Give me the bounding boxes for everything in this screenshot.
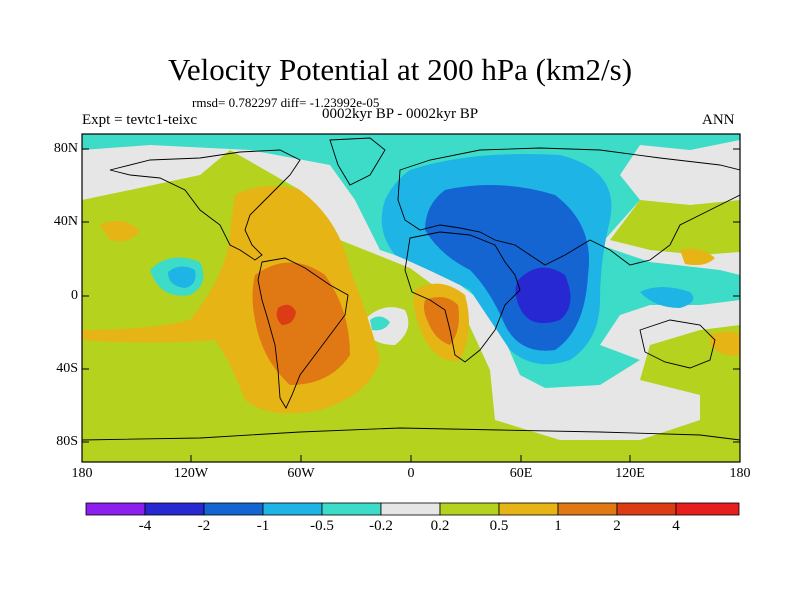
- lon-label-180w: 180: [71, 466, 93, 481]
- chart-title: Velocity Potential at 200 hPa (km2/s): [167, 52, 633, 87]
- colorbar-swatch-10: [616, 502, 677, 516]
- colorbar-swatch-2: [144, 502, 205, 516]
- colorbar-swatch-3: [203, 502, 264, 516]
- coast-africa: [404, 231, 521, 363]
- colorbar-label: -1: [256, 518, 270, 534]
- coast-eurasia: [397, 147, 740, 266]
- lat-label-0: 0: [71, 288, 78, 303]
- lon-label-0: 0: [407, 466, 415, 481]
- lon-label-60e: 60E: [509, 466, 533, 481]
- colorbar: [85, 502, 740, 516]
- contour-band-darkblue: [515, 267, 571, 324]
- colorbar-swatch-5: [321, 502, 382, 516]
- colorbar-label: 1: [554, 518, 562, 534]
- stats-text: rmsd= 0.782297 diff= -1.23992e-05: [192, 95, 380, 110]
- contour-band-yellow-5: [100, 221, 140, 242]
- colorbar-swatch-11: [675, 502, 740, 516]
- contour-field: [82, 134, 740, 462]
- contour-band-yellow-4: [710, 331, 740, 356]
- coast-north-america: [109, 149, 301, 261]
- colorbar-label: -2: [197, 518, 211, 534]
- contour-band-red-1: [276, 304, 296, 325]
- lon-label-180e: 180: [729, 466, 751, 481]
- colorbar-label: 0.5: [489, 518, 509, 534]
- coast-south-america: [257, 257, 349, 409]
- contour-band-lightblue-3: [640, 287, 694, 308]
- lat-label-80n: 80N: [53, 141, 78, 156]
- season-label: ANN: [702, 112, 735, 128]
- lon-label-120e: 120E: [615, 466, 645, 481]
- contour-band-yellow-3: [680, 248, 715, 266]
- lat-label-40n: 40N: [53, 214, 78, 229]
- coast-australia: [639, 319, 716, 369]
- colorbar-swatch-7: [439, 502, 500, 516]
- lon-label-120w: 120W: [173, 466, 209, 481]
- colorbar-label: -0.5: [310, 518, 334, 534]
- contour-band-cyan-3: [370, 316, 390, 331]
- colorbar-label: -0.2: [369, 518, 393, 534]
- coastlines: [82, 137, 740, 441]
- period-label: 0002kyr BP - 0002kyr BP: [322, 106, 479, 122]
- coast-greenland: [329, 137, 386, 186]
- colorbar-swatch-4: [262, 502, 323, 516]
- colorbar-label: 4: [672, 518, 680, 534]
- lon-label-60w: 60W: [287, 466, 315, 481]
- colorbar-swatch-9: [557, 502, 618, 516]
- contour-band-orange-1: [252, 262, 350, 385]
- axis-ticks: [82, 148, 740, 462]
- coast-antarctica: [82, 427, 740, 441]
- colorbar-swatch-6: [380, 502, 441, 516]
- experiment-label: Expt = tevtc1-teixc: [82, 112, 198, 128]
- colorbar-label: 0.2: [430, 518, 450, 534]
- lat-label-80s: 80S: [56, 434, 78, 449]
- colorbar-swatch-8: [498, 502, 559, 516]
- lat-label-40s: 40S: [56, 361, 78, 376]
- contour-band-lightblue-2: [168, 266, 196, 288]
- colorbar-label: 2: [613, 518, 621, 534]
- colorbar-label: -4: [138, 518, 152, 534]
- colorbar-swatch-1: [85, 502, 146, 516]
